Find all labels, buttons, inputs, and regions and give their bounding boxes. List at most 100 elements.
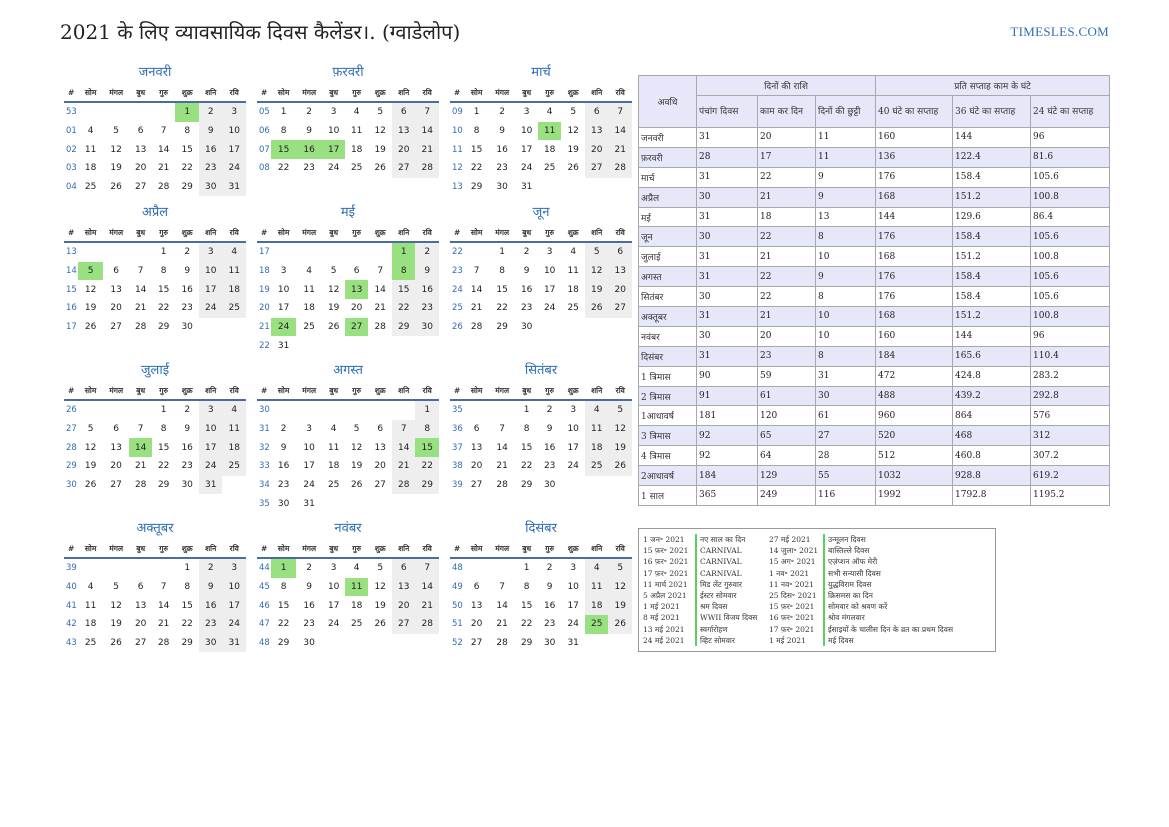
month-calendar: सितंबर # सोम मंगल बुध गुरु शुक्र शनि रवि 35 1 2 3 4 5 3… <box>450 362 632 494</box>
day-cell: 27 <box>391 159 416 178</box>
day-cell: 24 <box>198 457 223 476</box>
summary-value: 9 <box>814 166 877 188</box>
holiday-date: 13 मई 2021 <box>643 624 685 634</box>
week-number: 40 <box>66 582 77 593</box>
day-cell: 15 <box>496 284 508 295</box>
summary-period-label: 2 त्रिमास <box>638 385 697 407</box>
day-cell: 26 <box>110 638 122 649</box>
holiday-item: 15 फ़र॰ 2021 सोमवार को श्रवण करें <box>769 601 953 613</box>
day-cell: 13 <box>344 280 369 300</box>
summary-value: 8 <box>814 345 877 367</box>
day-cell: 16 <box>277 461 290 472</box>
week-row: 01 4 5 6 7 8 9 10 <box>64 121 246 141</box>
week-row: 39 27 28 29 30 <box>450 476 632 495</box>
day-cell: 28 <box>496 480 508 491</box>
weekday-header: रवि <box>415 224 439 243</box>
day-cell: 19 <box>608 438 632 458</box>
day-cell: 5 <box>570 107 577 118</box>
month-name: जनवरी <box>138 65 172 80</box>
summary-period-label: जनवरी <box>638 127 697 148</box>
brand-link[interactable]: TIMESLES.COM <box>1010 24 1109 39</box>
summary-value: 30 <box>696 286 758 308</box>
summary-value: 160 <box>875 325 954 347</box>
week-row: 30 26 27 28 29 30 31 <box>64 475 246 495</box>
holiday-name: ईस्टर सोमवार <box>695 589 737 602</box>
summary-value: 120 <box>757 405 816 427</box>
weekday-header: शुक्र <box>368 84 392 103</box>
weekday-header: सोम <box>78 540 103 559</box>
summary-value: 249 <box>757 485 816 506</box>
holiday-date: 11 मार्च 2021 <box>643 579 688 589</box>
holiday-date: 16 फ़र॰ 2021 <box>643 557 689 567</box>
day-cell: 25 <box>350 619 363 630</box>
day-cell: 24 <box>222 159 246 178</box>
weekday-header: मंगल <box>488 540 516 559</box>
day-cell: 20 <box>470 461 483 472</box>
day-cell: 13 <box>608 261 632 281</box>
summary-value: 21 <box>757 246 816 268</box>
day-cell: 20 <box>470 619 483 630</box>
weekday-header: शुक्र <box>561 84 585 103</box>
summary-value: 18 <box>757 206 816 228</box>
summary-value: 23 <box>757 345 816 367</box>
empty-day-cell <box>199 318 223 337</box>
weekday-header: रवि <box>222 224 246 243</box>
week-number: 12 <box>452 163 463 174</box>
day-cell: 7 <box>473 266 480 277</box>
summary-value: 176 <box>875 226 954 248</box>
day-cell: 5 <box>377 563 384 574</box>
week-row: 05 1 2 3 4 5 6 7 <box>257 102 439 122</box>
summary-value: 468 <box>952 425 1032 447</box>
summary-value: 61 <box>757 385 816 407</box>
day-cell: 25 <box>584 457 609 476</box>
empty-day-cell <box>103 102 130 122</box>
summary-period-label: दिसंबर <box>638 345 697 367</box>
day-cell: 29 <box>181 638 193 649</box>
holiday-date: 1 जन॰ 2021 <box>643 535 685 544</box>
holiday-item: 15 फ़र॰ 2021 CARNIVAL <box>643 545 757 557</box>
week-number: 16 <box>66 303 77 314</box>
empty-day-cell <box>368 634 392 653</box>
day-cell: 22 <box>157 303 170 314</box>
weekday-header: मंगल <box>488 84 516 103</box>
day-cell: 4 <box>330 424 337 435</box>
summary-col-working-days: काम कर दिन <box>757 95 816 128</box>
summary-value: 520 <box>875 425 954 447</box>
holiday-item: 14 जुला॰ 2021 बास्तिल्ले दिवस <box>769 545 953 557</box>
day-cell: 19 <box>350 461 363 472</box>
day-cell: 28 <box>374 322 386 333</box>
day-cell: 24 <box>198 299 223 318</box>
day-cell: 8 <box>184 126 191 137</box>
empty-day-cell <box>585 318 609 337</box>
day-cell: 8 <box>160 424 167 435</box>
day-cell: 23 <box>181 461 193 472</box>
day-cell: 2 <box>306 563 312 574</box>
week-row: 27 5 6 7 8 9 10 11 <box>64 419 246 439</box>
day-cell: 16 <box>415 280 439 300</box>
day-cell: 28 <box>134 322 147 333</box>
day-cell: 1 <box>523 563 530 574</box>
day-cell: 6 <box>353 266 360 277</box>
day-cell: 31 <box>567 638 579 649</box>
weekday-header: बुध <box>129 540 152 559</box>
empty-day-cell <box>489 400 516 420</box>
week-number: 28 <box>66 442 77 453</box>
day-cell: 26 <box>608 457 632 476</box>
day-cell: 5 <box>87 424 94 435</box>
day-cell: 6 <box>137 582 144 593</box>
day-cell: 8 <box>391 261 416 281</box>
day-cell: 14 <box>157 144 170 155</box>
day-cell: 12 <box>608 419 632 439</box>
day-cell: 20 <box>584 140 609 160</box>
summary-value: 30 <box>696 325 758 347</box>
day-cell: 9 <box>523 266 530 277</box>
week-number: 52 <box>452 638 463 649</box>
week-number: 29 <box>66 461 77 472</box>
summary-value: 100.8 <box>1030 186 1111 208</box>
summary-value: 22 <box>757 286 816 308</box>
day-cell: 16 <box>543 600 556 611</box>
week-row: 04 25 26 27 28 29 30 31 <box>64 177 246 197</box>
empty-day-cell <box>368 494 392 513</box>
holiday-name: युद्धविराम दिवस <box>823 578 872 590</box>
weekday-header: शनि <box>198 224 223 243</box>
